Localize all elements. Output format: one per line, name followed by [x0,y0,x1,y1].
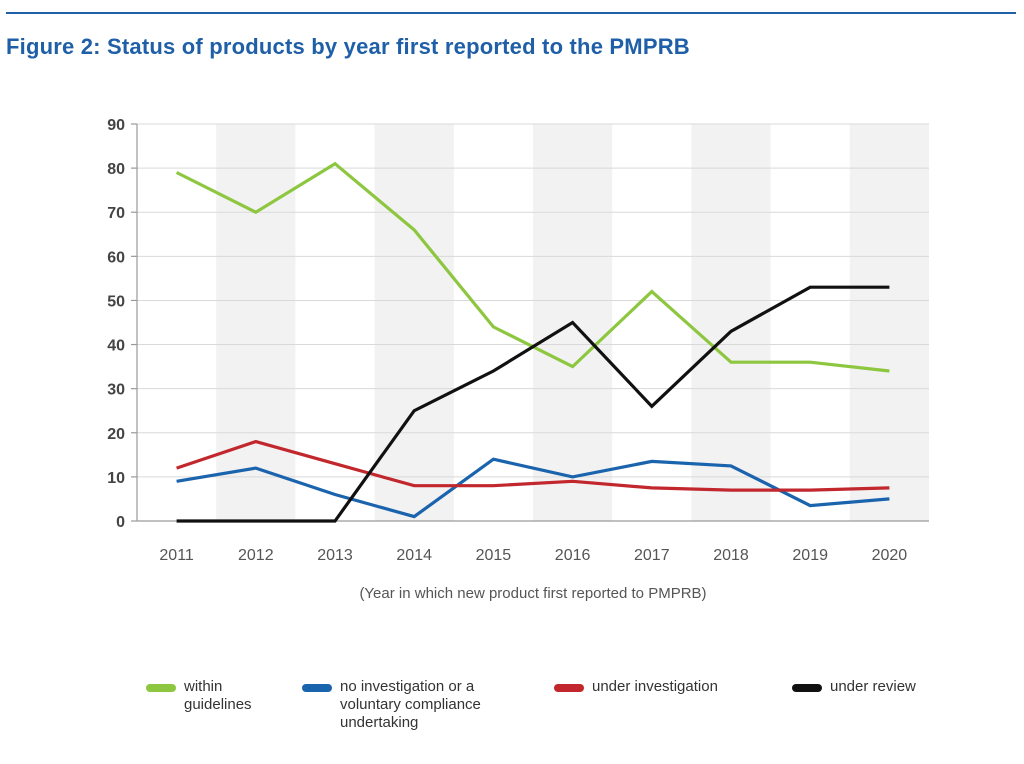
y-tick-label: 20 [107,426,125,443]
x-tick-label: 2018 [713,547,749,564]
y-tick-label: 10 [107,470,125,487]
y-tick-label: 90 [107,117,125,134]
x-tick-label: 2017 [634,547,670,564]
x-tick-label: 2012 [238,547,274,564]
x-tick-label: 2016 [555,547,591,564]
x-tick-label: 2019 [792,547,828,564]
x-tick-label: 2014 [396,547,432,564]
y-tick-label: 30 [107,382,125,399]
series-line-2 [176,439,890,492]
figure-title: Figure 2: Status of products by year fir… [6,34,690,59]
column-band [691,124,771,521]
x-tick-label: 2011 [159,547,194,564]
gridlines [137,123,929,478]
x-tick-label: 2015 [476,547,512,564]
y-tick-label: 50 [107,293,125,310]
column-band [374,124,454,521]
y-tick-labels: 0 10 20 30 40 50 60 70 80 90 [107,117,125,531]
top-rule [6,12,1016,14]
x-tick-labels: 2011 2012 2013 2014 2015 2016 2017 2018 2019 2020 [159,547,907,564]
x-tick-label: 2020 [872,547,908,564]
alternating-column-bands [216,124,929,521]
y-tick-label: 80 [107,161,125,178]
column-band [849,124,929,521]
y-tick-label: 0 [116,514,125,531]
x-tick-label: 2013 [317,547,353,564]
column-band [216,124,296,521]
series-line-3 [176,285,890,523]
x-axis-label: (Year in which new product first reporte… [359,585,706,602]
y-tick-label: 70 [107,205,125,222]
series-lines [175,161,890,523]
series-line-1 [176,457,890,519]
y-tick-label: 60 [107,249,125,266]
y-tick-label: 40 [107,338,125,355]
